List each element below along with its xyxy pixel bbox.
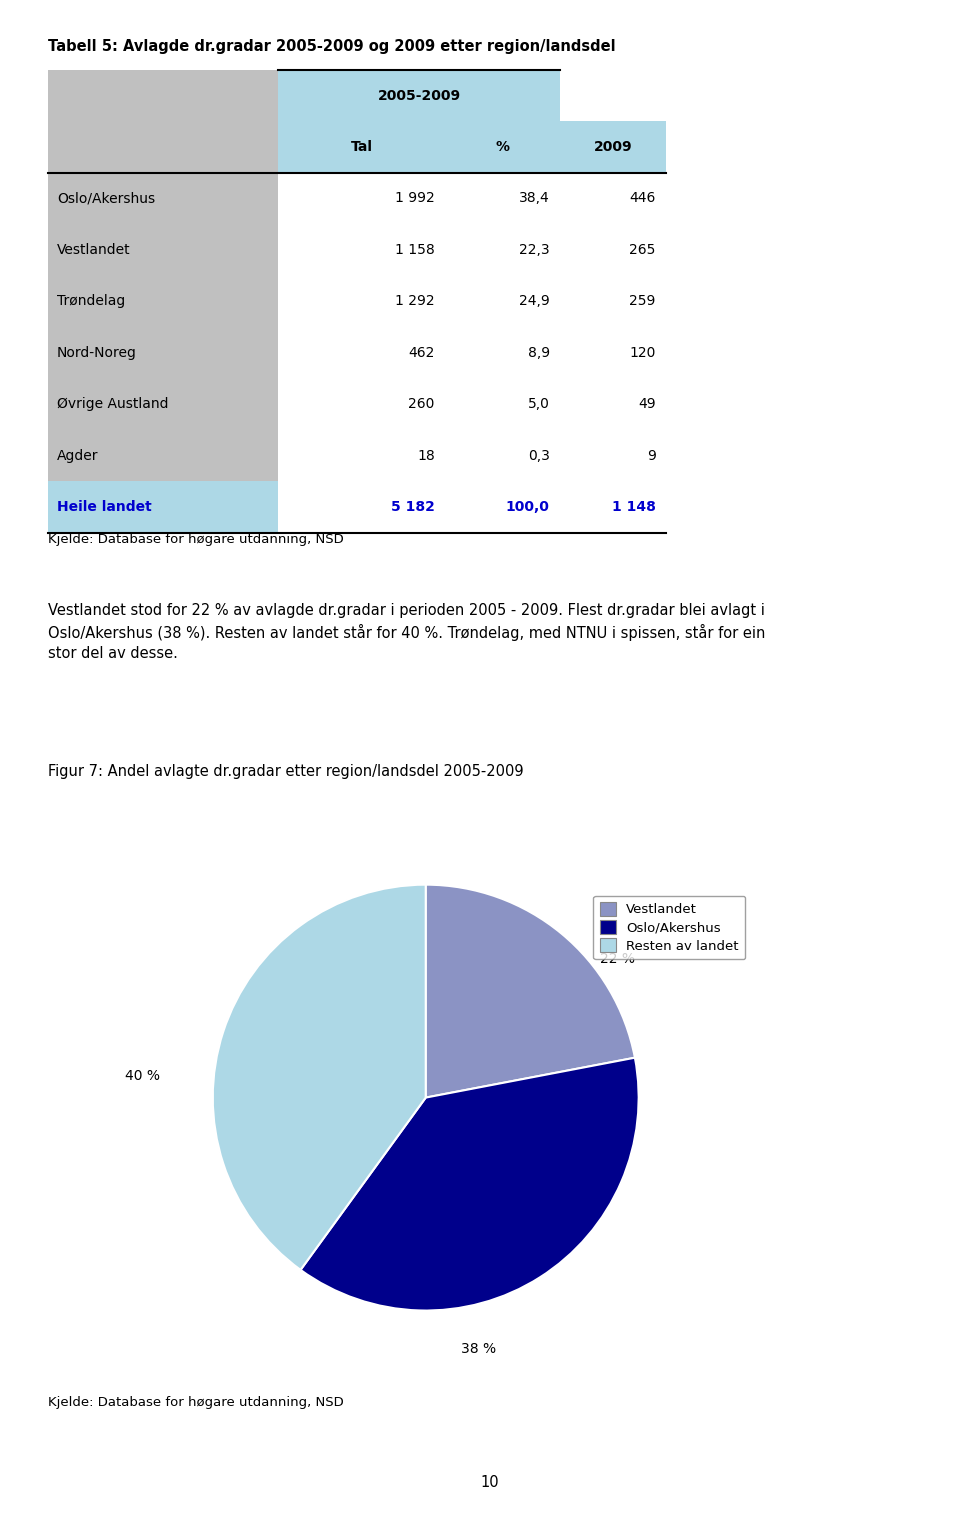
FancyBboxPatch shape xyxy=(48,481,277,532)
Text: 1 992: 1 992 xyxy=(396,192,435,205)
Text: 8,9: 8,9 xyxy=(528,345,550,360)
Text: 2009: 2009 xyxy=(594,140,633,154)
Text: 260: 260 xyxy=(408,397,435,411)
FancyBboxPatch shape xyxy=(561,173,666,224)
FancyBboxPatch shape xyxy=(277,430,445,481)
FancyBboxPatch shape xyxy=(445,275,561,327)
FancyBboxPatch shape xyxy=(561,70,666,122)
Text: Trøndelag: Trøndelag xyxy=(57,295,125,309)
Wedge shape xyxy=(213,885,425,1270)
Text: Heile landet: Heile landet xyxy=(57,500,152,514)
FancyBboxPatch shape xyxy=(277,481,445,532)
Text: 100,0: 100,0 xyxy=(506,500,550,514)
FancyBboxPatch shape xyxy=(445,379,561,430)
FancyBboxPatch shape xyxy=(48,327,277,379)
FancyBboxPatch shape xyxy=(445,173,561,224)
Text: 265: 265 xyxy=(629,243,656,257)
Text: Agder: Agder xyxy=(57,449,98,462)
Legend: Vestlandet, Oslo/Akershus, Resten av landet: Vestlandet, Oslo/Akershus, Resten av lan… xyxy=(593,896,745,960)
FancyBboxPatch shape xyxy=(48,430,277,481)
Text: Kjelde: Database for høgare utdanning, NSD: Kjelde: Database for høgare utdanning, N… xyxy=(48,1396,344,1408)
FancyBboxPatch shape xyxy=(277,122,445,173)
Text: 1 292: 1 292 xyxy=(396,295,435,309)
Wedge shape xyxy=(300,1057,638,1311)
Text: %: % xyxy=(496,140,510,154)
Text: 38,4: 38,4 xyxy=(519,192,550,205)
FancyBboxPatch shape xyxy=(445,481,561,532)
Text: Oslo/Akershus: Oslo/Akershus xyxy=(57,192,155,205)
Text: Øvrige Austland: Øvrige Austland xyxy=(57,397,168,411)
Text: Figur 7: Andel avlagte dr.gradar etter region/landsdel 2005-2009: Figur 7: Andel avlagte dr.gradar etter r… xyxy=(48,764,523,779)
Text: 10: 10 xyxy=(480,1474,499,1489)
FancyBboxPatch shape xyxy=(48,224,277,275)
FancyBboxPatch shape xyxy=(561,275,666,327)
FancyBboxPatch shape xyxy=(48,70,277,122)
FancyBboxPatch shape xyxy=(445,327,561,379)
Text: 259: 259 xyxy=(629,295,656,309)
Text: 5 182: 5 182 xyxy=(391,500,435,514)
FancyBboxPatch shape xyxy=(48,122,277,173)
FancyBboxPatch shape xyxy=(561,122,666,173)
Text: 1 148: 1 148 xyxy=(612,500,656,514)
FancyBboxPatch shape xyxy=(48,275,277,327)
FancyBboxPatch shape xyxy=(561,430,666,481)
FancyBboxPatch shape xyxy=(445,122,561,173)
Text: 40 %: 40 % xyxy=(125,1069,159,1083)
Text: 120: 120 xyxy=(629,345,656,360)
Text: 18: 18 xyxy=(417,449,435,462)
Text: 5,0: 5,0 xyxy=(528,397,550,411)
Text: Nord-Noreg: Nord-Noreg xyxy=(57,345,136,360)
FancyBboxPatch shape xyxy=(48,379,277,430)
FancyBboxPatch shape xyxy=(277,70,561,122)
Text: Tal: Tal xyxy=(350,140,372,154)
FancyBboxPatch shape xyxy=(277,327,445,379)
FancyBboxPatch shape xyxy=(277,379,445,430)
Text: Kjelde: Database for høgare utdanning, NSD: Kjelde: Database for høgare utdanning, N… xyxy=(48,532,344,546)
Text: 0,3: 0,3 xyxy=(528,449,550,462)
FancyBboxPatch shape xyxy=(48,173,277,224)
FancyBboxPatch shape xyxy=(445,224,561,275)
Text: Tabell 5: Avlagde dr.gradar 2005-2009 og 2009 etter region/landsdel: Tabell 5: Avlagde dr.gradar 2005-2009 og… xyxy=(48,40,615,53)
Text: Vestlandet: Vestlandet xyxy=(57,243,131,257)
Text: Vestlandet stod for 22 % av avlagde dr.gradar i perioden 2005 - 2009. Flest dr.g: Vestlandet stod for 22 % av avlagde dr.g… xyxy=(48,604,765,660)
Text: 49: 49 xyxy=(638,397,656,411)
Text: 22 %: 22 % xyxy=(600,952,636,966)
FancyBboxPatch shape xyxy=(277,173,445,224)
Wedge shape xyxy=(425,885,635,1098)
Text: 9: 9 xyxy=(647,449,656,462)
Text: 24,9: 24,9 xyxy=(519,295,550,309)
FancyBboxPatch shape xyxy=(561,224,666,275)
Text: 1 158: 1 158 xyxy=(396,243,435,257)
Text: 38 %: 38 % xyxy=(462,1342,496,1355)
FancyBboxPatch shape xyxy=(277,224,445,275)
FancyBboxPatch shape xyxy=(561,327,666,379)
FancyBboxPatch shape xyxy=(561,379,666,430)
Text: 462: 462 xyxy=(408,345,435,360)
Text: 2005-2009: 2005-2009 xyxy=(377,88,461,102)
Text: 22,3: 22,3 xyxy=(519,243,550,257)
FancyBboxPatch shape xyxy=(445,430,561,481)
FancyBboxPatch shape xyxy=(277,275,445,327)
FancyBboxPatch shape xyxy=(561,481,666,532)
Text: 446: 446 xyxy=(629,192,656,205)
